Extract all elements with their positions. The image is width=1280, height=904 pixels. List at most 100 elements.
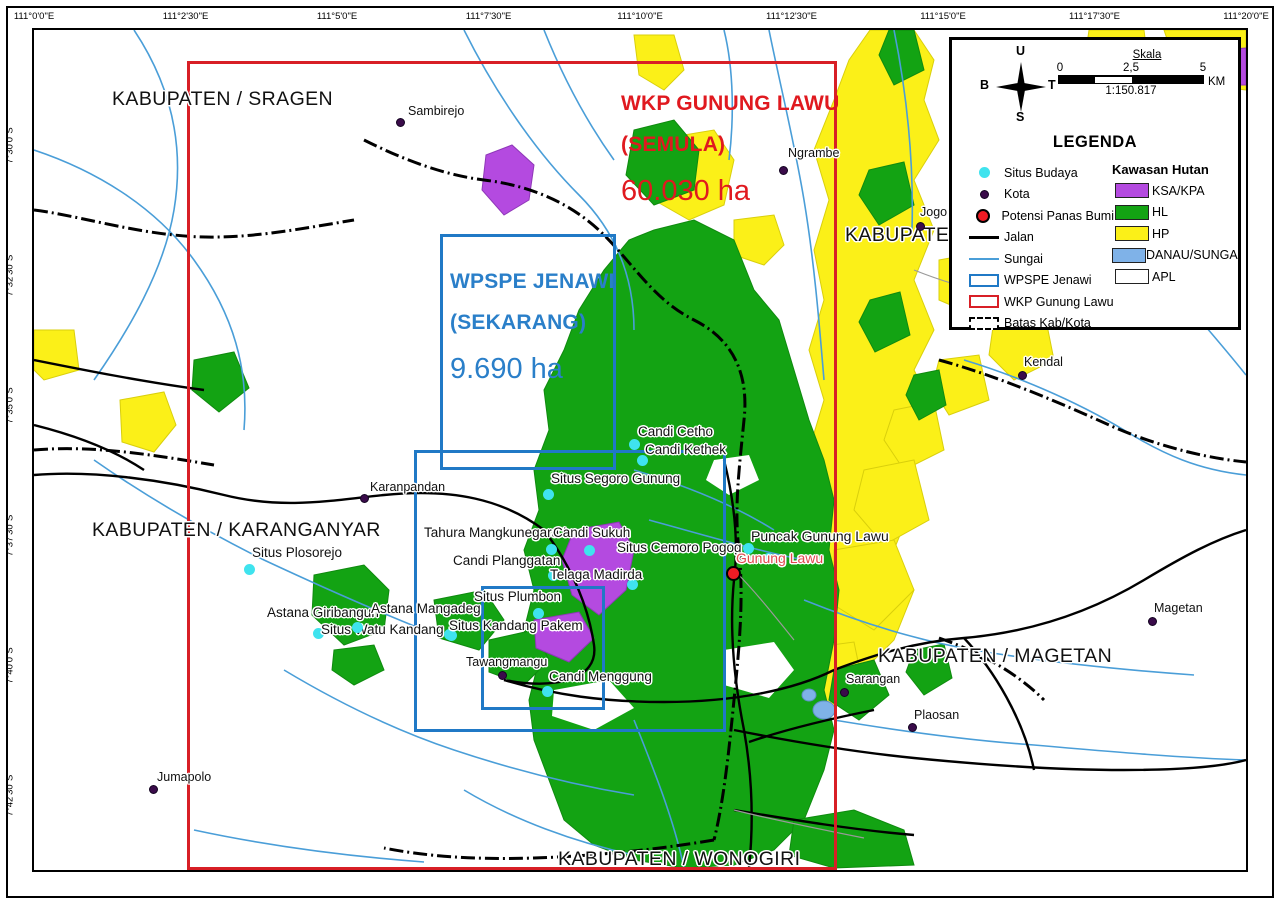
longitude-tick-label: 111°15'0"E xyxy=(920,11,966,22)
peak-label: Puncak Gunung Lawu xyxy=(751,528,889,544)
culture-site-marker xyxy=(629,439,640,450)
culture-site-label: Astana Mangadeg xyxy=(371,601,481,616)
culture-site-marker xyxy=(446,630,457,641)
legend-row: Potensi Panas Bumi xyxy=(964,205,1114,227)
city-label: Jogo xyxy=(920,205,948,219)
culture-site-marker xyxy=(542,686,553,697)
culture-site-marker xyxy=(548,570,559,581)
wpspe-callout: WPSPE JENAWI (SEKARANG) 9.690 ha xyxy=(450,252,615,403)
culture-site-marker xyxy=(546,544,557,555)
culture-site-label: Candi Kethek xyxy=(645,442,727,457)
legend-forest-row: DANAU/SUNGAI xyxy=(1112,245,1242,267)
legend-forest-label: KSA/KPA xyxy=(1152,183,1205,198)
wkp-callout: WKP GUNUNG LAWU (SEMULA) 60.030 ha xyxy=(621,74,839,225)
culture-site-label: Situs Plosorejo xyxy=(252,545,343,560)
scale-ratio: 1:150.817 xyxy=(1105,85,1157,97)
wkp-box-icon xyxy=(964,295,1004,309)
culture-site-label: Candi Planggatan xyxy=(453,553,561,568)
legend-forest-label: APL xyxy=(1152,269,1176,284)
legend-forest-label: DANAU/SUNGAI xyxy=(1146,248,1242,263)
forest-swatch-icon xyxy=(1112,204,1152,220)
legend-label: WKP Gunung Lawu xyxy=(1004,294,1114,309)
legend-row: Sungai xyxy=(964,248,1114,270)
culture-site-label: Situs Segoro Gunung xyxy=(551,471,681,486)
regency-label: KABUPATEN / WONOGIRI xyxy=(558,848,801,870)
road-lines xyxy=(34,358,1246,869)
legend-title: LEGENDA xyxy=(1052,133,1138,151)
regency-label: KABUPATEN xyxy=(845,224,964,246)
latitude-tick-label: 7°42'30"S xyxy=(4,774,16,817)
city-marker xyxy=(360,494,369,503)
legend-row: Jalan xyxy=(964,227,1114,249)
situs-budaya-dot-icon xyxy=(964,167,1004,179)
scale-bar: KM xyxy=(1058,75,1225,88)
forest-swatch-icon xyxy=(1112,226,1152,242)
legend-panel: U S T B Skala 0 2,5 5 KM 1:150.817 LEGEN… xyxy=(949,37,1241,330)
wpspe-callout-area: 9.690 ha xyxy=(450,352,563,385)
jalan-line-icon xyxy=(964,235,1004,239)
compass-west-label: B xyxy=(980,78,990,92)
culture-site-label: Candi Cetho xyxy=(638,424,714,439)
culture-site-marker xyxy=(244,564,255,575)
legend-label: Potensi Panas Bumi xyxy=(1001,208,1114,223)
map-neatline-outer xyxy=(6,6,1274,898)
city-marker xyxy=(396,118,405,127)
legend-forest-list: Kawasan Hutan KSA/KPA HL HP DANAU/SUNGAI APL xyxy=(1112,162,1242,288)
river-lines xyxy=(34,30,1246,869)
wkp-callout-area: 60.030 ha xyxy=(621,174,751,207)
legend-forest-row: HL xyxy=(1112,202,1240,224)
forest-swatch-icon xyxy=(1112,183,1152,199)
lake-areas xyxy=(801,688,836,720)
city-label: Sarangan xyxy=(846,672,901,686)
regency-label: KABUPATEN / MAGETAN xyxy=(878,645,1113,667)
legend-row: WPSPE Jenawi xyxy=(964,270,1114,292)
city-marker xyxy=(908,723,917,732)
culture-site-label: Situs Kandang Pakem xyxy=(449,618,583,633)
city-label: Sambirejo xyxy=(408,104,465,118)
latitude-tick-label: 7°37'30"S xyxy=(4,514,16,557)
longitude-tick-label: 111°10'0"E xyxy=(617,11,663,22)
city-marker xyxy=(1018,371,1027,380)
longitude-tick-label: 111°7'30"E xyxy=(465,11,512,22)
legend-row: Batas Kab/Kota xyxy=(964,313,1114,335)
city-label: Magetan xyxy=(1154,601,1203,615)
culture-site-label: Telaga Madirda xyxy=(550,567,643,582)
legend-forest-row: KSA/KPA xyxy=(1112,180,1240,202)
legend-forest-label: HP xyxy=(1152,226,1170,241)
longitude-tick-label: 111°17'30"E xyxy=(1069,11,1120,22)
peak-marker xyxy=(743,543,754,554)
city-marker xyxy=(840,688,849,697)
culture-site-marker xyxy=(313,628,324,639)
latitude-tick-label: 7°35'0"S xyxy=(4,387,16,424)
sungai-line-icon xyxy=(964,257,1004,260)
compass-icon xyxy=(996,62,1046,112)
legend-row: Situs Budaya xyxy=(964,162,1114,184)
culture-site-marker xyxy=(543,489,554,500)
latitude-tick-label: 7°40'0"S xyxy=(4,647,16,684)
compass-south-label: S xyxy=(1016,110,1025,124)
scale-tick-max: 5 xyxy=(1199,62,1207,74)
enclave-white-areas xyxy=(552,455,794,730)
legend-forest-row: HP xyxy=(1112,223,1240,245)
culture-site-marker xyxy=(533,608,544,619)
regency-label: KABUPATEN / SRAGEN xyxy=(112,88,334,110)
scale-tick-labels: 0 2,5 5 xyxy=(1057,62,1236,75)
scale-title: Skala xyxy=(1132,49,1162,61)
legend-forest-label: HL xyxy=(1152,205,1168,220)
kota-dot-icon xyxy=(964,189,1004,199)
legend-forest-header: Kawasan Hutan xyxy=(1112,162,1209,177)
wkp-callout-line1: WKP GUNUNG LAWU xyxy=(621,91,840,115)
latitude-tick-label: 7°30'0"S xyxy=(4,127,16,164)
culture-site-label: Candi Menggung xyxy=(549,669,652,684)
legend-label: Kota xyxy=(1004,187,1030,202)
legend-label: Situs Budaya xyxy=(1004,165,1078,180)
city-label: Tawangmangu xyxy=(466,655,548,669)
latitude-tick-label: 7°32'30"S xyxy=(4,254,16,297)
culture-site-label: Tahura Mangkunegara I xyxy=(424,525,567,540)
culture-site-marker xyxy=(584,545,595,556)
legend-label: Batas Kab/Kota xyxy=(1004,316,1091,331)
city-marker xyxy=(498,671,507,680)
forest-swatch-icon xyxy=(1112,247,1146,263)
legend-symbol-list: Situs Budaya Kota Potensi Panas Bumi Jalan S… xyxy=(964,162,1114,334)
